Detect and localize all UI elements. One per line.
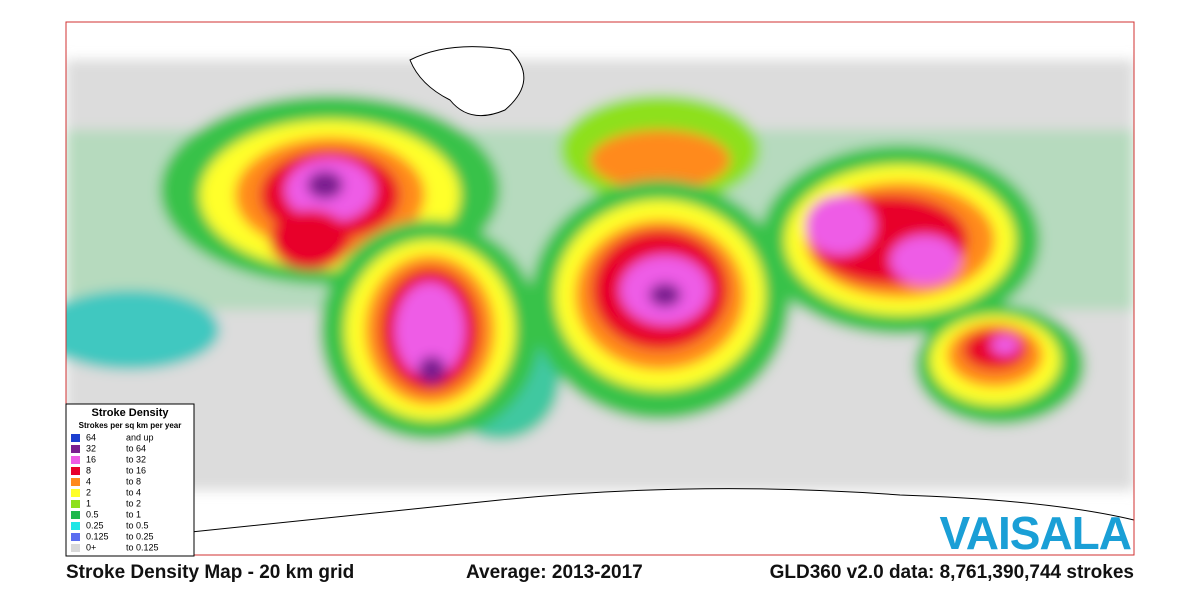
legend-range: to 64: [126, 443, 146, 453]
legend-from: 16: [86, 454, 96, 464]
legend-range: to 0.25: [126, 531, 154, 541]
legend: Stroke Density Strokes per sq km per yea…: [65, 403, 195, 557]
legend-subtitle: Strokes per sq km per year: [79, 421, 182, 430]
legend-range: to 4: [126, 487, 141, 497]
legend-from: 0.125: [86, 531, 109, 541]
legend-swatch: [71, 511, 80, 519]
legend-from: 0+: [86, 542, 96, 552]
legend-swatch: [71, 467, 80, 475]
legend-from: 2: [86, 487, 91, 497]
legend-from: 1: [86, 498, 91, 508]
legend-range: to 2: [126, 498, 141, 508]
map-frame: [65, 21, 1135, 556]
legend-range: to 0.5: [126, 520, 149, 530]
legend-swatch: [71, 478, 80, 486]
legend-from: 4: [86, 476, 91, 486]
legend-swatch: [71, 533, 80, 541]
footer-left: Stroke Density Map - 20 km grid: [66, 562, 354, 583]
legend-swatch: [71, 434, 80, 442]
legend-from: 32: [86, 443, 96, 453]
legend-swatch: [71, 500, 80, 508]
legend-swatch: [71, 445, 80, 453]
legend-range: to 16: [126, 465, 146, 475]
legend-range: to 8: [126, 476, 141, 486]
legend-range: to 32: [126, 454, 146, 464]
legend-swatch: [71, 544, 80, 552]
logo: VAISALA: [940, 507, 1132, 559]
footer-right: GLD360 v2.0 data: 8,761,390,744 strokes: [770, 562, 1134, 583]
legend-from: 0.25: [86, 520, 104, 530]
legend-title: Stroke Density: [91, 407, 169, 419]
legend-from: 8: [86, 465, 91, 475]
density-map: [66, 22, 1134, 555]
legend-range: to 0.125: [126, 542, 159, 552]
legend-from: 64: [86, 432, 96, 442]
footer-middle: Average: 2013-2017: [466, 562, 643, 583]
legend-range: and up: [126, 432, 154, 442]
legend-swatch: [71, 456, 80, 464]
legend-swatch: [71, 522, 80, 530]
legend-from: 0.5: [86, 509, 99, 519]
legend-range: to 1: [126, 509, 141, 519]
legend-swatch: [71, 489, 80, 497]
